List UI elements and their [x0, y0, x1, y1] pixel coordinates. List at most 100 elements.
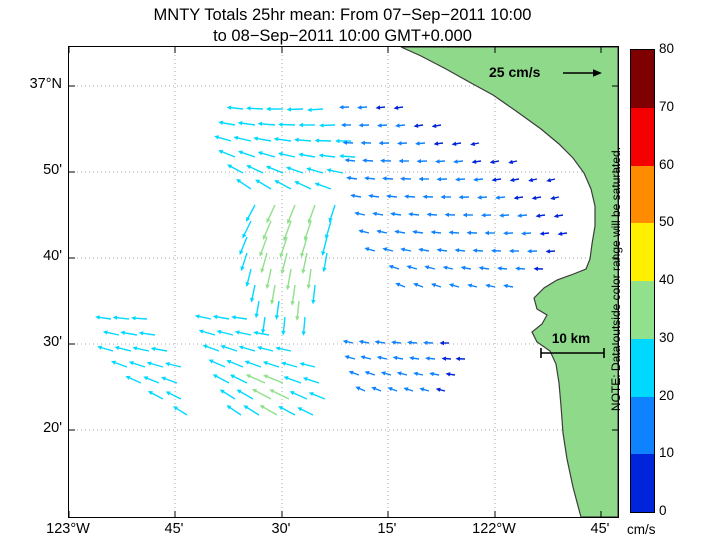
- current-vector: [335, 138, 351, 144]
- current-vector: [237, 121, 256, 126]
- scale-bar-label: 10 km: [551, 331, 591, 346]
- current-vector: [274, 180, 292, 190]
- current-vector: [470, 141, 480, 147]
- current-vector: [462, 212, 473, 218]
- current-vector: [238, 345, 256, 352]
- y-tick-label: 20': [43, 420, 62, 436]
- current-vector: [431, 123, 442, 129]
- colorbar-segment: [631, 50, 654, 108]
- current-vector: [415, 141, 426, 146]
- map-plot-area: [68, 46, 619, 518]
- current-vector: [302, 377, 320, 384]
- current-vector: [212, 374, 230, 384]
- current-vector: [246, 165, 264, 174]
- current-vector: [400, 176, 412, 181]
- current-vector: [342, 339, 354, 344]
- current-vector: [348, 370, 360, 376]
- current-vector: [198, 329, 216, 336]
- current-vector: [416, 159, 428, 164]
- current-vector: [226, 405, 242, 416]
- colorbar-tick-label: 40: [659, 272, 675, 287]
- current-vector: [422, 194, 434, 199]
- colorbar-tick-label: 70: [659, 98, 675, 114]
- current-vector: [388, 264, 400, 270]
- current-vector: [466, 230, 478, 235]
- current-vector: [173, 406, 188, 416]
- current-vector: [467, 283, 478, 288]
- x-tick-label: 122°W: [472, 521, 516, 537]
- current-vector: [378, 140, 390, 146]
- current-vector: [262, 220, 272, 240]
- current-vector: [274, 300, 280, 320]
- current-vector: [451, 141, 462, 146]
- current-vector: [358, 229, 370, 234]
- current-vector: [354, 211, 366, 216]
- colorbar: [630, 49, 655, 513]
- current-vector: [371, 386, 382, 392]
- current-vector: [375, 105, 386, 110]
- current-vector: [131, 316, 148, 321]
- colorbar-segment: [631, 338, 654, 397]
- current-vector: [164, 361, 182, 368]
- current-vector: [413, 282, 424, 288]
- current-vector: [509, 177, 520, 183]
- current-vector: [372, 211, 384, 217]
- current-vector: [319, 123, 336, 128]
- current-vector: [436, 247, 448, 253]
- current-vector: [374, 339, 386, 345]
- current-vector: [263, 374, 284, 384]
- current-vector: [255, 179, 272, 190]
- current-vector: [299, 362, 316, 368]
- current-vector: [346, 175, 358, 181]
- y-tick-label: 50': [43, 162, 62, 178]
- colorbar-segment: [631, 165, 654, 224]
- current-vector: [362, 158, 374, 163]
- current-vector: [445, 372, 456, 377]
- colorbar-segment: [631, 281, 654, 339]
- current-vector: [344, 158, 356, 163]
- current-vector: [237, 150, 256, 158]
- current-vector: [444, 212, 456, 217]
- current-vector: [425, 356, 436, 361]
- current-vector: [440, 194, 451, 200]
- current-vector: [400, 247, 412, 252]
- current-vector: [266, 106, 283, 112]
- current-vector: [328, 204, 336, 223]
- current-vector: [484, 230, 495, 236]
- current-vector: [256, 345, 274, 352]
- current-vector: [436, 177, 448, 182]
- colorbar-note: NOTE: Data outside color range will be s…: [609, 146, 623, 412]
- current-vector: [364, 247, 376, 252]
- current-vector: [233, 135, 252, 142]
- current-vector: [455, 356, 466, 362]
- current-vector: [234, 330, 252, 336]
- scale-bar: [540, 348, 605, 358]
- current-vector: [395, 123, 406, 128]
- current-vector: [382, 176, 394, 181]
- current-vector: [431, 283, 442, 288]
- current-vector: [102, 330, 120, 336]
- current-vector: [229, 374, 248, 384]
- current-vector: [243, 405, 260, 416]
- current-vector: [212, 314, 230, 320]
- current-vector: [266, 204, 276, 224]
- current-vector: [219, 389, 236, 400]
- current-vector: [413, 123, 424, 128]
- current-vector: [318, 153, 336, 158]
- current-vector: [406, 265, 418, 270]
- current-vector: [418, 176, 429, 182]
- current-vector: [253, 330, 270, 336]
- reference-arrow-label: 25 cm/s: [489, 64, 541, 80]
- current-vector: [409, 356, 420, 361]
- current-vector: [281, 316, 286, 336]
- current-vector: [289, 391, 308, 400]
- current-vector: [358, 123, 370, 128]
- current-vector: [308, 392, 326, 400]
- current-vector: [257, 151, 276, 158]
- current-vector: [481, 212, 492, 218]
- current-vector: [473, 177, 484, 182]
- current-vector: [220, 344, 238, 352]
- x-tick-label: 15': [377, 521, 397, 537]
- y-tick-label: 30': [43, 334, 62, 350]
- y-tick-label: 37°N: [29, 76, 62, 92]
